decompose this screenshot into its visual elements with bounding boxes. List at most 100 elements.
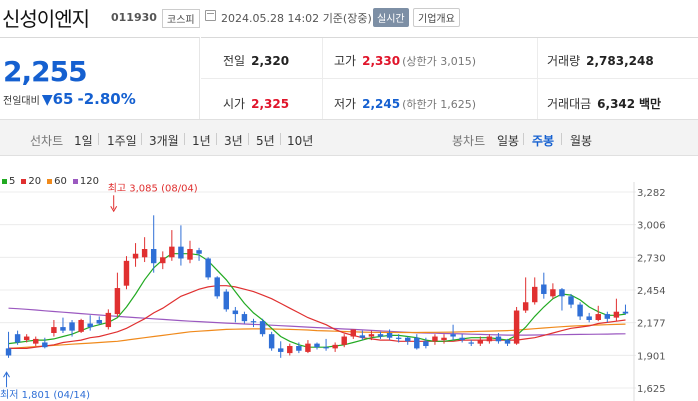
quote-datetime: 2024.05.28 14:02 기준(장중) xyxy=(221,10,372,26)
candle-body xyxy=(323,347,329,349)
legend-label: 5 xyxy=(9,176,16,187)
candle-body xyxy=(423,341,429,347)
candle-body xyxy=(532,286,538,303)
legend-label: 120 xyxy=(79,176,99,187)
stat-value: 2,320 xyxy=(251,54,290,68)
tab-5y[interactable]: 5년 xyxy=(256,134,275,148)
stat-sub: (하한가 1,625) xyxy=(402,98,476,111)
tab-monthly[interactable]: 월봉 xyxy=(570,134,593,148)
candle-body xyxy=(214,277,220,297)
y-tick-label: 2,730 xyxy=(637,253,666,264)
legend-item-ma20: 20 xyxy=(21,176,41,187)
legend-swatch xyxy=(21,178,27,184)
candle-body xyxy=(114,288,121,315)
legend-swatch xyxy=(72,178,78,184)
candle-body xyxy=(169,246,175,258)
stat-label: 전일 xyxy=(223,54,246,68)
current-price: 2,255 xyxy=(3,55,88,88)
candle-body xyxy=(259,321,266,335)
stat-value: 2,783,248 xyxy=(586,54,654,68)
candle-body xyxy=(305,343,311,352)
candle-body xyxy=(87,323,93,328)
candle-body xyxy=(14,334,21,343)
tab-1d[interactable]: 1일 xyxy=(74,134,93,148)
candle-body xyxy=(332,344,338,349)
candle-body xyxy=(522,302,529,311)
candle-body xyxy=(141,249,148,258)
candle-body xyxy=(241,314,248,322)
stat-prev-close: 전일 2,320 xyxy=(223,52,289,69)
datetime-text: 2024.05.28 14:02 xyxy=(221,12,320,25)
candlestick-chart: 3,282 3,006 2,730 2,454 2,177 1,901 1,625 최고 3,… xyxy=(0,182,666,401)
tab-weekly[interactable]: 주봉 xyxy=(532,134,555,148)
tab-daily[interactable]: 일봉 xyxy=(497,134,520,148)
candle-body xyxy=(96,319,102,324)
chart-tab-bar: 선차트 1일 1주일 3개월 1년 3년 5년 10년 봉차트 일봉 주봉 월봉 xyxy=(0,119,698,156)
candle-chart-label: 봉차트 xyxy=(452,134,486,148)
candle-body xyxy=(359,335,366,338)
candle-body xyxy=(178,246,184,259)
candle-body xyxy=(78,319,84,332)
stat-amount: 거래대금 6,342 백만 xyxy=(547,95,661,112)
ma-line-ma20 xyxy=(8,285,626,349)
candle-body xyxy=(604,314,611,319)
candle-body xyxy=(432,336,438,342)
ma-legend: 5 20 60 120 xyxy=(2,176,105,187)
candle-body xyxy=(5,348,12,356)
candle-body xyxy=(105,312,112,328)
tab-1y[interactable]: 1년 xyxy=(192,134,211,148)
candle-body xyxy=(595,314,601,320)
candle-body xyxy=(187,249,193,260)
legend-item-ma120: 120 xyxy=(72,176,99,187)
candle-body xyxy=(541,284,547,294)
candle-body xyxy=(504,340,511,344)
legend-swatch xyxy=(47,178,53,184)
candle-body xyxy=(268,334,275,349)
stat-label: 고가 xyxy=(334,54,357,68)
candle-body xyxy=(23,336,30,341)
candle-body xyxy=(577,304,583,317)
stat-high: 고가 2,330 (상한가 3,015) xyxy=(334,52,476,69)
candle-body xyxy=(296,346,302,351)
y-tick-label: 1,901 xyxy=(637,351,666,362)
candle-body xyxy=(395,337,402,339)
tab-10y[interactable]: 10년 xyxy=(287,134,314,148)
candle-body xyxy=(250,321,257,323)
tab-3y[interactable]: 3년 xyxy=(224,134,243,148)
candle-body xyxy=(622,311,629,314)
candle-body xyxy=(586,316,592,320)
candle-body xyxy=(405,337,411,342)
candle-body xyxy=(441,337,447,341)
candle-body xyxy=(550,289,556,297)
candle-body xyxy=(368,334,375,337)
basis-text: 기준(장중) xyxy=(322,12,372,25)
stat-label: 거래대금 xyxy=(547,97,592,111)
candle-body xyxy=(341,336,347,345)
legend-label: 20 xyxy=(28,176,42,187)
legend-item-ma60: 60 xyxy=(47,176,67,187)
candle-body xyxy=(196,250,202,254)
ma-line-ma120 xyxy=(8,307,626,336)
candle-body xyxy=(477,340,484,344)
candle-body xyxy=(459,337,465,341)
price-change: 전일대비 ▼65 -2.80% xyxy=(3,90,136,108)
candle-body xyxy=(568,296,574,305)
candle-body xyxy=(287,346,293,354)
tab-1w[interactable]: 1주일 xyxy=(107,134,137,148)
stat-value: 2,330 xyxy=(362,54,401,68)
change-percent: -2.80% xyxy=(77,90,136,108)
candle-body xyxy=(42,342,48,348)
candle-body xyxy=(377,334,384,337)
legend-label: 60 xyxy=(54,176,67,187)
stats-panel: 전일 2,320 고가 2,330 (상한가 3,015) 거래량 2,783,248 … xyxy=(201,37,698,120)
stock-name: 신성이엔지 xyxy=(2,7,90,31)
realtime-button[interactable]: 실시간 xyxy=(373,8,409,27)
change-value: 65 xyxy=(52,90,74,108)
candle-body xyxy=(486,336,493,342)
tab-3m[interactable]: 3개월 xyxy=(149,134,179,148)
candle-body xyxy=(160,257,166,264)
high-arrow-head xyxy=(110,206,118,213)
company-info-button[interactable]: 기업개요 xyxy=(413,8,460,27)
change-label: 전일대비 xyxy=(3,96,40,107)
candle-body xyxy=(414,337,420,349)
